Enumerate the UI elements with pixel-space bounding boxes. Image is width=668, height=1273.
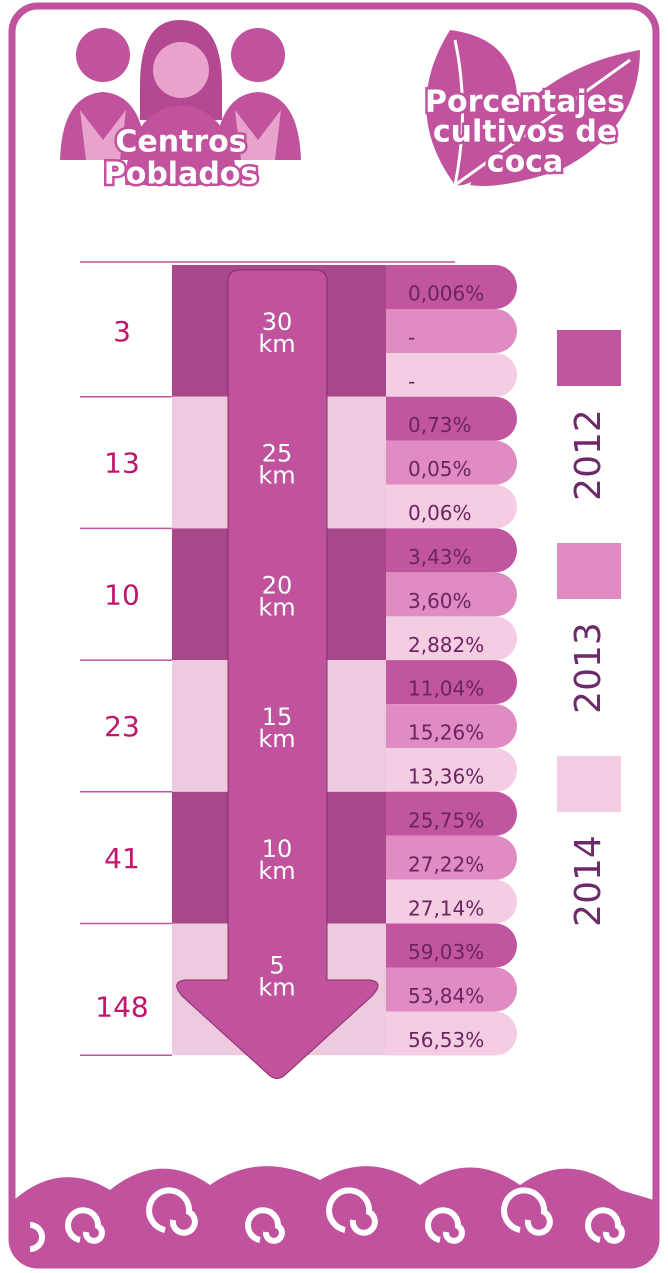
count: 10 bbox=[104, 578, 140, 611]
percent-pill bbox=[386, 353, 517, 397]
infographic: CentrosPobladosPorcentajescultivos decoc… bbox=[0, 0, 668, 1273]
percentage: 3,43% bbox=[408, 545, 472, 569]
percentage: 27,14% bbox=[408, 896, 484, 920]
count: 3 bbox=[113, 315, 131, 348]
percentage: 0,05% bbox=[408, 457, 472, 481]
count: 23 bbox=[104, 710, 140, 743]
percentage: 13,36% bbox=[408, 765, 484, 789]
legend-year: 2014 bbox=[568, 835, 609, 927]
percentage: 56,53% bbox=[408, 1028, 484, 1052]
percentage: 0,006% bbox=[408, 282, 484, 306]
legend-year: 2013 bbox=[568, 622, 609, 714]
percentage: - bbox=[408, 326, 415, 350]
percentage: 59,03% bbox=[408, 940, 484, 964]
percentage: 53,84% bbox=[408, 984, 484, 1008]
unit: km bbox=[258, 974, 295, 1002]
percentage: 11,04% bbox=[408, 677, 484, 701]
percentage: 0,73% bbox=[408, 413, 472, 437]
count: 13 bbox=[104, 447, 140, 480]
legend-year: 2012 bbox=[568, 409, 609, 501]
legend-swatch bbox=[557, 543, 621, 599]
right-title: coca bbox=[487, 145, 563, 180]
unit: km bbox=[258, 725, 295, 753]
percentage: 0,06% bbox=[408, 501, 472, 525]
count: 41 bbox=[104, 842, 140, 875]
left-title: Poblados bbox=[104, 157, 259, 192]
percentage: 3,60% bbox=[408, 589, 472, 613]
unit: km bbox=[258, 462, 295, 490]
count: 148 bbox=[95, 991, 148, 1024]
legend-swatch bbox=[557, 756, 621, 812]
percentage: - bbox=[408, 370, 415, 394]
percentage: 27,22% bbox=[408, 852, 484, 876]
percentage: 15,26% bbox=[408, 721, 484, 745]
percentage: 2,882% bbox=[408, 633, 484, 657]
unit: km bbox=[258, 857, 295, 885]
unit: km bbox=[258, 593, 295, 621]
percentage: 25,75% bbox=[408, 808, 484, 832]
legend-swatch bbox=[557, 330, 621, 386]
left-title: Centros bbox=[115, 125, 246, 160]
percent-pill bbox=[386, 309, 517, 353]
unit: km bbox=[258, 330, 295, 358]
